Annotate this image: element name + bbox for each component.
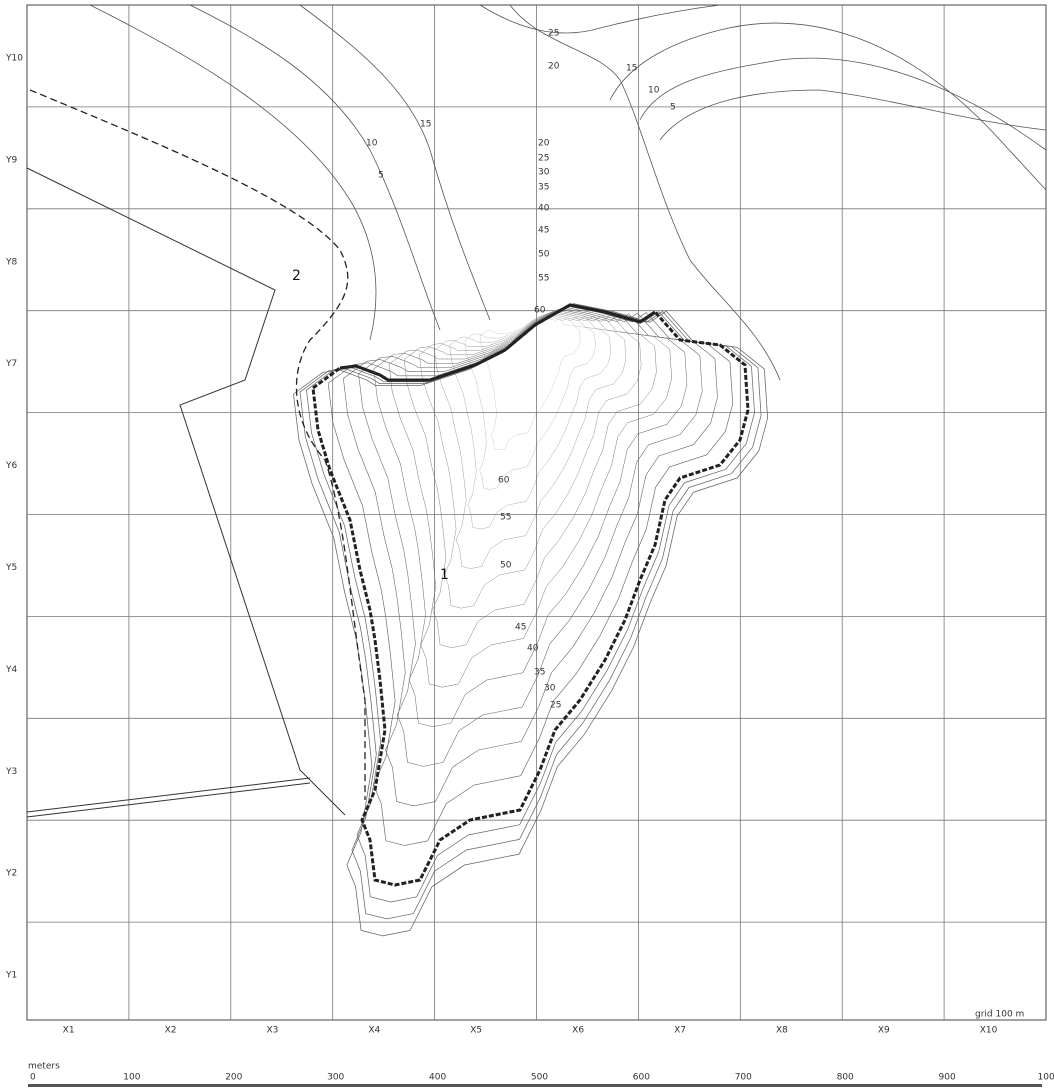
- grid-note: grid 100 m: [975, 1010, 1024, 1020]
- contour-label: 15: [420, 120, 431, 130]
- scale-label: 200: [225, 1073, 242, 1083]
- scale-label: 900: [939, 1073, 956, 1083]
- contour-label: 45: [515, 623, 526, 633]
- contour-label: 50: [500, 561, 512, 571]
- y-label: Y1: [5, 971, 17, 981]
- y-label: Y6: [5, 461, 17, 471]
- y-label: Y9: [5, 155, 17, 165]
- contour: [299, 4, 491, 321]
- scale-label: 800: [837, 1073, 854, 1083]
- contour-label: 20: [538, 139, 550, 149]
- y-label: Y7: [5, 359, 17, 369]
- contour: [509, 4, 781, 381]
- double-line: [26, 777, 311, 818]
- ridge-line: [339, 303, 656, 382]
- boundary: [26, 167, 346, 816]
- scale-label: 100: [123, 1073, 140, 1083]
- y-label: Y4: [5, 665, 17, 675]
- scale-label: 500: [531, 1073, 548, 1083]
- x-label: X1: [63, 1026, 75, 1036]
- scale-bar: [28, 1084, 1042, 1087]
- contour: [639, 57, 1047, 151]
- x-label: X9: [878, 1026, 890, 1036]
- x-label: X7: [674, 1026, 686, 1036]
- contour: [609, 22, 1047, 191]
- contour-label: 50: [538, 250, 550, 260]
- dashed-line: [29, 89, 366, 800]
- contour-label: 10: [366, 139, 378, 149]
- x-label: X3: [266, 1026, 278, 1036]
- scale-label: 1000: [1038, 1073, 1054, 1083]
- contour-label: 55: [538, 274, 549, 284]
- scale-label: 0: [30, 1073, 36, 1083]
- x-label: X5: [470, 1026, 482, 1036]
- scale-label: 300: [327, 1073, 344, 1083]
- contour-label: 35: [534, 668, 545, 678]
- contour-label: 15: [626, 64, 637, 74]
- scale-title: meters: [28, 1062, 60, 1072]
- y-label: Y3: [5, 767, 17, 777]
- contour-label: 45: [538, 226, 549, 236]
- contour-label: 25: [548, 29, 559, 39]
- scale-label: 600: [633, 1073, 650, 1083]
- area-label: 2: [292, 268, 301, 284]
- contour-label: 25: [538, 154, 549, 164]
- contour-label: 30: [538, 168, 550, 178]
- contour-label: 40: [538, 204, 550, 214]
- contour-label: 55: [500, 513, 511, 523]
- contour-label: 5: [378, 171, 384, 181]
- contour: [479, 4, 721, 34]
- contour: [659, 89, 1047, 141]
- scale-label: 400: [429, 1073, 446, 1083]
- area-label: 1: [440, 567, 449, 583]
- scale-label: 700: [735, 1073, 752, 1083]
- contour: [189, 4, 441, 331]
- contour: [89, 4, 377, 341]
- contour-label: 5: [670, 103, 676, 113]
- y-label: Y10: [5, 54, 23, 64]
- contour-label: 60: [498, 476, 510, 486]
- contour-label: 35: [538, 183, 549, 193]
- y-label: Y8: [5, 257, 17, 267]
- contour-label: 30: [544, 684, 556, 694]
- x-label: X10: [980, 1026, 998, 1036]
- contour-label: 60: [534, 306, 546, 316]
- contour-label: 40: [527, 644, 539, 654]
- contour-label: 10: [648, 86, 660, 96]
- y-label: Y2: [5, 869, 17, 879]
- x-label: X8: [776, 1026, 788, 1036]
- y-label: Y5: [5, 563, 17, 573]
- contour-label: 25: [550, 701, 561, 711]
- x-label: X2: [165, 1026, 177, 1036]
- x-label: X4: [368, 1026, 380, 1036]
- x-label: X6: [572, 1026, 584, 1036]
- contour-label: 20: [548, 62, 560, 72]
